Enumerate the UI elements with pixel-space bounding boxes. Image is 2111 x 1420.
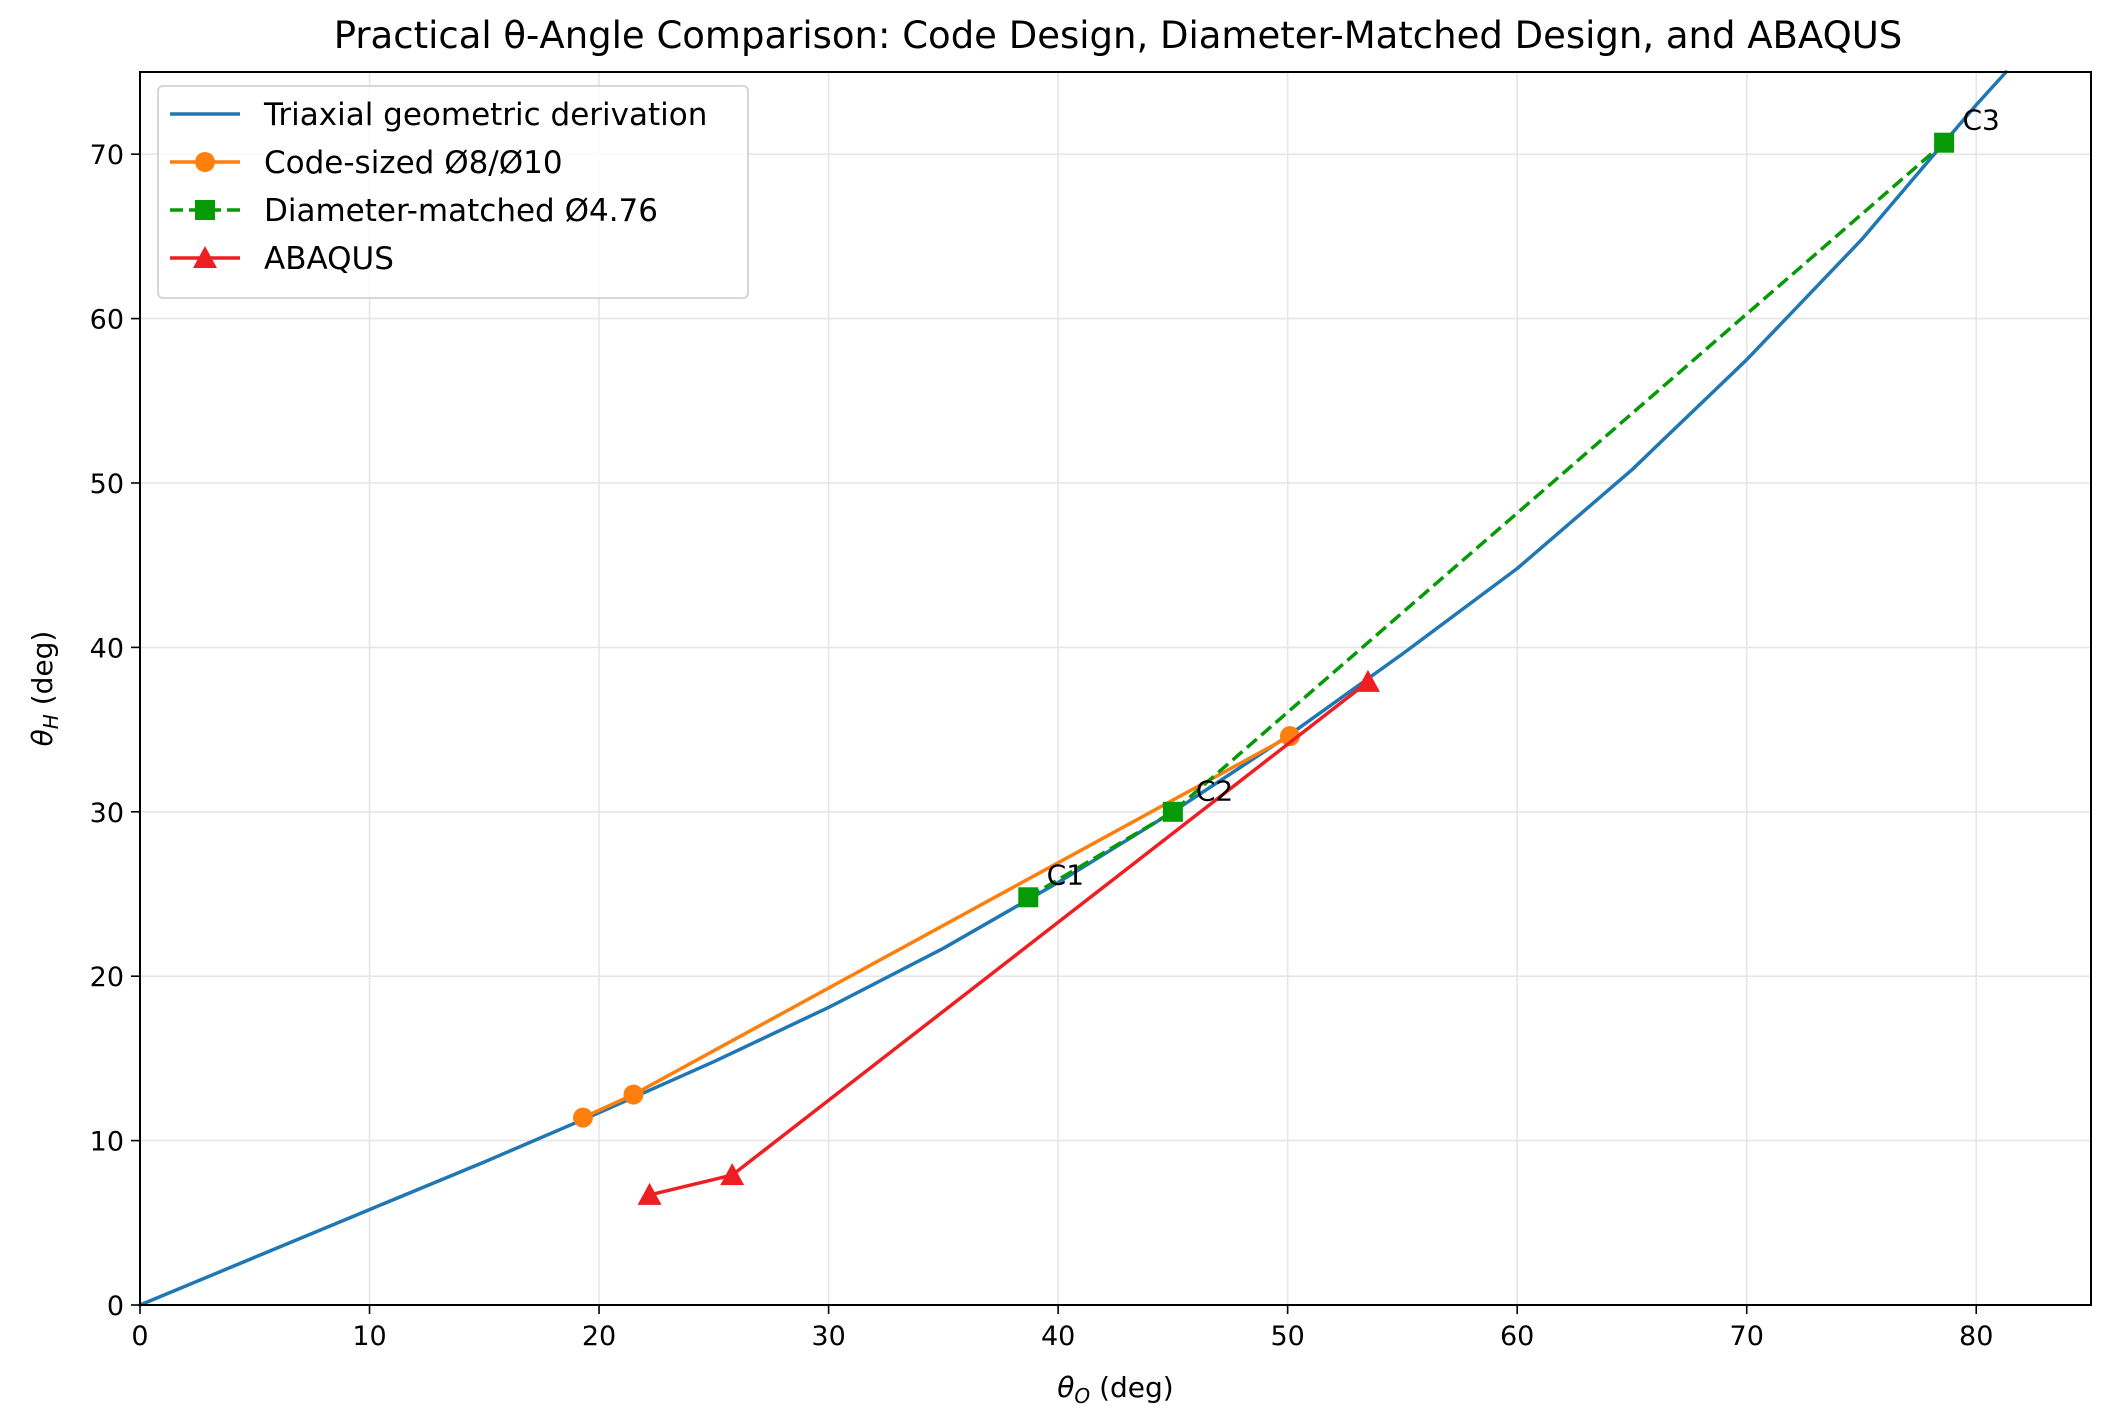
x-tick-label: 20 <box>582 1321 616 1352</box>
data-point <box>720 1163 745 1186</box>
x-tick-label: 30 <box>811 1321 845 1352</box>
legend-swatch-marker <box>195 152 215 172</box>
x-tick-label: 0 <box>131 1321 148 1352</box>
data-point <box>1279 726 1300 747</box>
plot-frame <box>139 71 2092 1306</box>
data-point <box>1018 887 1039 908</box>
y-axis-label-unit: (deg) <box>26 631 59 715</box>
x-tick-label: 80 <box>1959 1321 1993 1352</box>
legend-label: Code-sized Ø8/Ø10 <box>264 145 563 181</box>
chart-title: Practical θ-Angle Comparison: Code Desig… <box>334 14 1903 57</box>
legend: Triaxial geometric derivation Code-sized … <box>157 85 749 299</box>
x-tick-label: 60 <box>1500 1321 1534 1352</box>
data-point <box>1162 801 1183 822</box>
series-line <box>1027 141 1946 899</box>
y-tick-label: 70 <box>90 140 124 171</box>
point-annotation: C3 <box>1962 104 1999 137</box>
legend-label: Diameter-matched Ø4.76 <box>264 193 658 229</box>
x-axis-label-symbol: θ <box>1057 1371 1074 1404</box>
data-point <box>623 1084 644 1105</box>
y-tick-label: 20 <box>90 962 124 993</box>
x-axis-label-subscript: O <box>1074 1384 1090 1408</box>
legend-swatch-marker <box>193 246 217 268</box>
x-axis-label-unit: (deg) <box>1090 1371 1174 1404</box>
legend-entry: Code-sized Ø8/Ø10 <box>170 145 563 181</box>
x-tick-label: 10 <box>352 1321 386 1352</box>
annotations: C1 C2 C3 <box>1047 104 2000 892</box>
legend-label: ABAQUS <box>264 241 394 277</box>
series-1 <box>572 726 1300 1128</box>
y-tick-label: 60 <box>90 305 124 336</box>
x-axis-label: θO (deg) <box>1057 1371 1173 1408</box>
y-axis-label-subscript: H <box>39 714 63 729</box>
y-tick-label: 10 <box>90 1127 124 1158</box>
x-tick-label: 70 <box>1730 1321 1764 1352</box>
legend-label: Triaxial geometric derivation <box>263 97 707 133</box>
x-tick-label: 40 <box>1041 1321 1075 1352</box>
point-annotation: C1 <box>1047 858 1084 891</box>
legend-box <box>157 85 749 299</box>
axis-ticks: 0 10 20 30 40 50 60 70 80 0 10 20 30 40 50 60 70 <box>90 140 1994 1352</box>
legend-entry: ABAQUS <box>170 241 394 277</box>
point-annotation: C2 <box>1196 774 1233 807</box>
data-point <box>1355 669 1380 692</box>
x-tick-label: 50 <box>1270 1321 1304 1352</box>
y-tick-label: 40 <box>90 633 124 664</box>
legend-entry: Diameter-matched Ø4.76 <box>170 193 658 229</box>
y-axis-label: θH (deg) <box>26 631 63 747</box>
series-3 <box>637 669 1380 1205</box>
data-point <box>1934 132 1955 153</box>
legend-entry: Triaxial geometric derivation <box>170 97 707 133</box>
y-tick-label: 50 <box>90 469 124 500</box>
legend-swatch-marker <box>195 200 215 220</box>
y-tick-label: 0 <box>107 1291 124 1322</box>
data-point <box>637 1182 662 1205</box>
data-point <box>572 1107 593 1128</box>
y-axis-label-symbol: θ <box>26 729 59 746</box>
y-tick-label: 30 <box>90 798 124 829</box>
series-2 <box>1018 132 1955 908</box>
series-layer <box>138 70 2008 1307</box>
